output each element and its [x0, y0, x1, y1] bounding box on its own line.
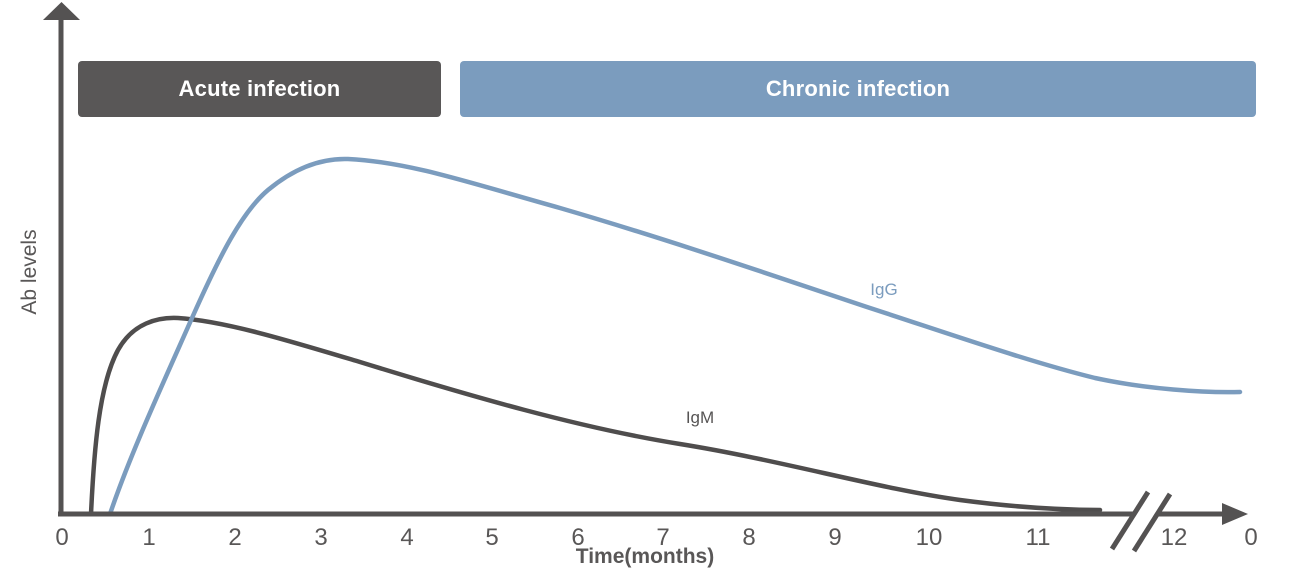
- x-tick-label-0: 0: [55, 524, 69, 551]
- x-tick-label-9: 9: [828, 524, 842, 551]
- x-axis-arrow-icon: [1222, 503, 1248, 525]
- x-tick-label-10: 10: [915, 524, 943, 551]
- y-axis-arrow-icon: [43, 2, 80, 20]
- x-axis-title: Time(months): [575, 545, 715, 568]
- acute-infection-label: Acute infection: [178, 76, 341, 101]
- x-tick-label-1: 1: [142, 524, 156, 551]
- x-tick-label-11: 11: [1025, 524, 1051, 551]
- x-tick-label-2: 2: [228, 524, 242, 551]
- igg-series-label: IgG: [870, 280, 898, 299]
- acute-infection-banner: Acute infection: [78, 61, 441, 117]
- chronic-infection-label: Chronic infection: [765, 76, 951, 101]
- chronic-infection-banner: Chronic infection: [460, 61, 1256, 117]
- igm-curve: [88, 315, 1103, 517]
- x-tick-label-0-after-break: 0: [1244, 524, 1258, 551]
- x-tick-label-4: 4: [400, 524, 414, 551]
- x-tick-label-6: 6: [571, 524, 585, 551]
- x-tick-label-12: 12: [1160, 524, 1188, 551]
- axis-break-slash-1: [1109, 490, 1151, 551]
- y-axis-title: Ab levels: [18, 229, 41, 315]
- igm-series-label: IgM: [685, 408, 715, 427]
- axis-break-slash-2: [1131, 492, 1173, 553]
- x-tick-label-8: 8: [742, 524, 756, 551]
- x-tick-label-5: 5: [485, 524, 499, 551]
- x-tick-label-3: 3: [314, 524, 328, 551]
- igg-curve: [107, 156, 1243, 517]
- x-tick-label-7: 7: [656, 524, 670, 551]
- axis-break-gap: [1116, 488, 1166, 555]
